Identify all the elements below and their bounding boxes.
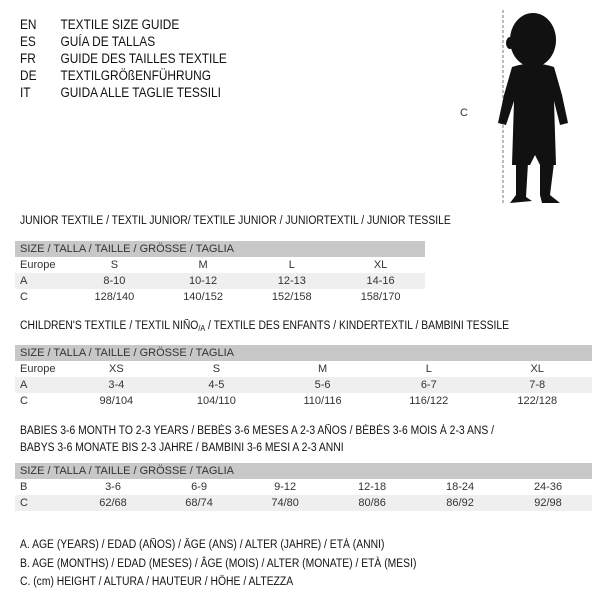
junior-title: JUNIOR TEXTILE / TEXTIL JUNIOR/ TEXTILE … <box>20 215 451 227</box>
language-list: EN TEXTILE SIZE GUIDE ES GUÍA DE TALLAS FR… <box>20 16 227 101</box>
table-row: C 62/68 68/74 74/80 80/86 86/92 92/98 <box>15 495 592 511</box>
lang-de: DE TEXTILGRÖßENFÜHRUNG <box>20 68 211 83</box>
children-title: CHILDREN'S TEXTILE / TEXTIL NIÑO/A / TEX… <box>20 320 510 333</box>
legend-c: C. (cm) HEIGHT / ALTURA / HAUTEUR / HÖHE… <box>20 576 294 588</box>
table-header-row: SIZE / TALLA / TAILLE / GRÖSSE / TAGLIA <box>15 345 592 361</box>
lang-fr: FR GUIDE DES TAILLES TEXTILE <box>20 51 227 66</box>
table-header: SIZE / TALLA / TAILLE / GRÖSSE / TAGLIA <box>15 463 592 479</box>
table-header-row: SIZE / TALLA / TAILLE / GRÖSSE / TAGLIA <box>15 463 592 479</box>
table-header-row: SIZE / TALLA / TAILLE / GRÖSSE / TAGLIA <box>15 241 425 257</box>
babies-title-line2: BABYS 3-6 MONATE BIS 2-3 JAHRE / BAMBINI… <box>20 442 344 454</box>
height-label: C <box>460 107 468 119</box>
babies-title-line1: BABIES 3-6 MONTH TO 2-3 YEARS / BEBÉS 3-… <box>20 425 494 437</box>
table-row: B 3-6 6-9 9-12 12-18 18-24 24-36 <box>20 481 563 493</box>
table-row: A 3-4 4-5 5-6 6-7 7-8 <box>15 377 592 393</box>
legend-a: A. AGE (YEARS) / EDAD (AÑOS) / ÂGE (ANS)… <box>20 539 385 551</box>
children-size-table: SIZE / TALLA / TAILLE / GRÖSSE / TAGLIA … <box>15 345 592 409</box>
table-row: C 98/104 104/110 110/116 116/122 122/128 <box>20 395 558 407</box>
table-row: Europe S M L XL <box>20 259 388 271</box>
junior-size-table: SIZE / TALLA / TAILLE / GRÖSSE / TAGLIA … <box>15 241 425 305</box>
legend-b: B. AGE (MONTHS) / EDAD (MESES) / ÂGE (MO… <box>20 557 417 570</box>
lang-it: IT GUIDA ALLE TAGLIE TESSILI <box>20 85 221 100</box>
table-header: SIZE / TALLA / TAILLE / GRÖSSE / TAGLIA <box>15 345 592 361</box>
lang-en: EN TEXTILE SIZE GUIDE <box>20 17 180 32</box>
child-silhouette-icon <box>498 10 568 205</box>
lang-es: ES GUÍA DE TALLAS <box>20 34 156 49</box>
table-row: A 8-10 10-12 12-13 14-16 <box>15 273 425 289</box>
table-header: SIZE / TALLA / TAILLE / GRÖSSE / TAGLIA <box>15 241 425 257</box>
table-row: Europe XS S M L XL <box>20 363 544 375</box>
legend: A. AGE (YEARS) / EDAD (AÑOS) / ÂGE (ANS)… <box>20 536 416 592</box>
babies-size-table: SIZE / TALLA / TAILLE / GRÖSSE / TAGLIA … <box>15 463 592 511</box>
table-row: C 128/140 140/152 152/158 158/170 <box>20 291 401 303</box>
